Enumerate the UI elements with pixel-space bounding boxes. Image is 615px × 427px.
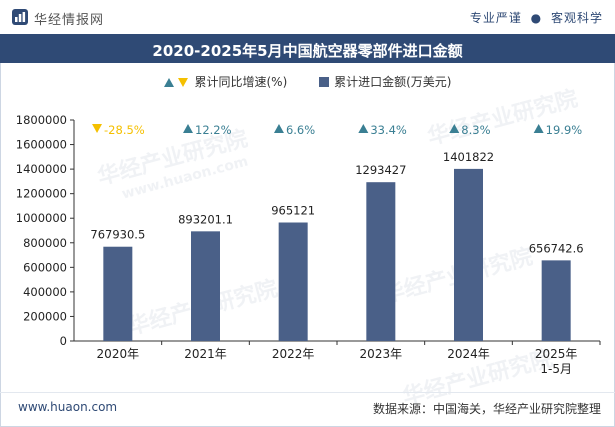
legend-item-amount: 累计进口金额(万美元): [319, 73, 451, 90]
up-triangle-icon: [183, 124, 193, 133]
x-tick-label: 2020年: [97, 347, 140, 361]
y-tick-label: 1200000: [16, 187, 67, 201]
y-tick-label: 1000000: [16, 211, 67, 225]
top-bar: 华经情报网 专业严谨 ● 客观科学: [0, 0, 615, 34]
footer-source: 数据来源：中国海关，华经产业研究院整理: [372, 402, 601, 416]
y-tick-label: 600000: [23, 260, 67, 274]
growth-value-label: 12.2%: [195, 123, 232, 137]
growth-value-label: 33.4%: [370, 123, 407, 137]
bar-value-label: 767930.5: [90, 228, 145, 242]
bar-value-label: 1401822: [443, 150, 494, 164]
bar: [366, 182, 396, 341]
bar-value-label: 965121: [271, 204, 315, 218]
y-tick-label: 400000: [23, 285, 67, 299]
growth-value-label: 8.3%: [461, 123, 490, 137]
bar: [278, 222, 308, 341]
growth-value-label: 19.9%: [546, 123, 583, 137]
y-tick-label: 1400000: [16, 162, 67, 176]
bar: [191, 231, 220, 341]
legend-square-icon: [319, 76, 330, 87]
growth-up-marker: 6.6%: [273, 123, 315, 137]
brand-name: 华经情报网: [34, 13, 105, 28]
up-triangle-icon: [533, 124, 544, 133]
growth-down-marker: -28.5%: [92, 123, 145, 137]
chart-title: 2020-2025年5月中国航空器零部件进口金额: [152, 42, 463, 60]
y-tick-label: 1600000: [16, 138, 67, 152]
tagline-right: 客观科学: [550, 11, 603, 25]
chart-legend: 累计同比增速(%) 累计进口金额(万美元): [0, 73, 615, 91]
bar-value-label: 1293427: [355, 163, 406, 177]
up-triangle-icon: [358, 124, 369, 133]
footer-website: www.huaon.com: [18, 400, 118, 414]
tagline-separator: ●: [530, 11, 543, 25]
legend-label-amount: 累计进口金额(万美元): [334, 75, 452, 89]
y-tick-label: 0: [60, 334, 67, 348]
bar-value-label: 656742.6: [529, 241, 584, 255]
legend-triangle-icons: [163, 77, 188, 87]
legend-item-growth: 累计同比增速(%): [163, 73, 288, 90]
brand-logo-icon: [12, 9, 28, 25]
bar: [103, 246, 133, 341]
y-tick-label: 800000: [23, 236, 67, 250]
label-layer: 767930.5 -28.5% 893201.1 12.2% 965121 6.6% 129…: [90, 123, 583, 255]
x-tick-label: 2022年: [272, 347, 315, 361]
growth-up-marker: 12.2%: [183, 123, 232, 137]
tagline-left: 专业严谨: [469, 11, 522, 25]
growth-up-marker: 8.3%: [449, 123, 491, 137]
up-triangle-icon: [273, 124, 284, 133]
bar-chart: 0 200000 400000 600000 800000 1000000 1200000 1…: [16, 113, 601, 376]
down-triangle-icon: [92, 124, 103, 133]
y-tick-label: 1800000: [16, 113, 67, 127]
bar-value-label: 893201.1: [178, 212, 233, 226]
growth-value-label: 6.6%: [286, 123, 315, 137]
axis-layer: 0 200000 400000 600000 800000 1000000 1200000 1…: [16, 113, 601, 376]
y-tick-label: 200000: [23, 309, 67, 323]
bar: [454, 168, 483, 341]
bar: [541, 260, 571, 341]
x-tick-label: 2025年 1-5月: [535, 347, 578, 376]
title-bar: 2020-2025年5月中国航空器零部件进口金额: [0, 34, 615, 63]
x-tick-label: 2024年: [447, 347, 490, 361]
tagline: 专业严谨 ● 客观科学: [470, 9, 603, 26]
x-tick-label: 2021年: [184, 347, 227, 361]
growth-value-label: -28.5%: [104, 123, 145, 137]
bar-layer: [103, 168, 571, 341]
growth-up-marker: 19.9%: [533, 123, 583, 137]
x-tick-label: 2023年: [360, 347, 403, 361]
growth-up-marker: 33.4%: [358, 123, 407, 137]
up-triangle-icon: [449, 124, 460, 133]
footer-divider: [0, 392, 615, 393]
legend-label-growth: 累计同比增速(%): [194, 75, 288, 89]
